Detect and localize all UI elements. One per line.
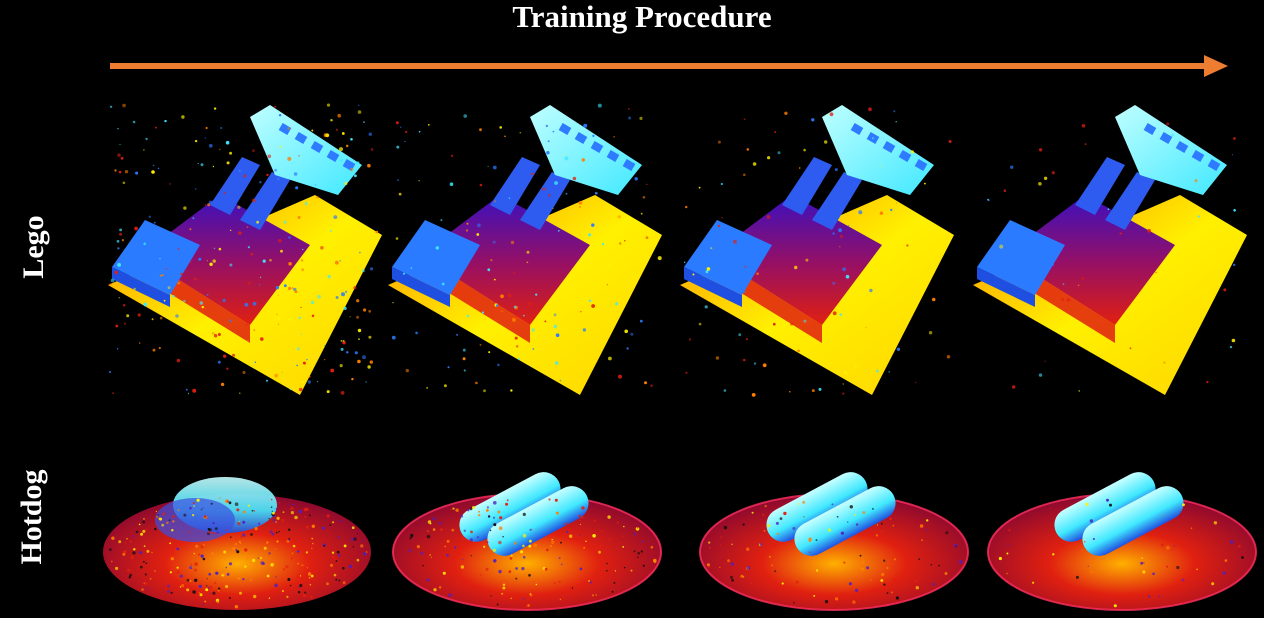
lego-stage-1-pointcloud: [108, 103, 382, 395]
figure-title: Training Procedure: [512, 0, 772, 34]
hotdog-stage-3-pointcloud: [699, 472, 969, 611]
lego-stage-3-pointcloud: [680, 105, 954, 397]
hotdog-stage-2-pointcloud: [392, 472, 662, 611]
lego-stage-4-pointcloud: [973, 105, 1247, 395]
hotdog-stage-4-pointcloud: [987, 472, 1257, 611]
training-arrow: [110, 55, 1228, 77]
row-label-lego: Lego: [17, 215, 50, 279]
row-label-hotdog: Hotdog: [15, 469, 48, 565]
lego-stage-2-pointcloud: [388, 103, 662, 395]
hotdog-stage-1-pointcloud: [103, 477, 371, 610]
